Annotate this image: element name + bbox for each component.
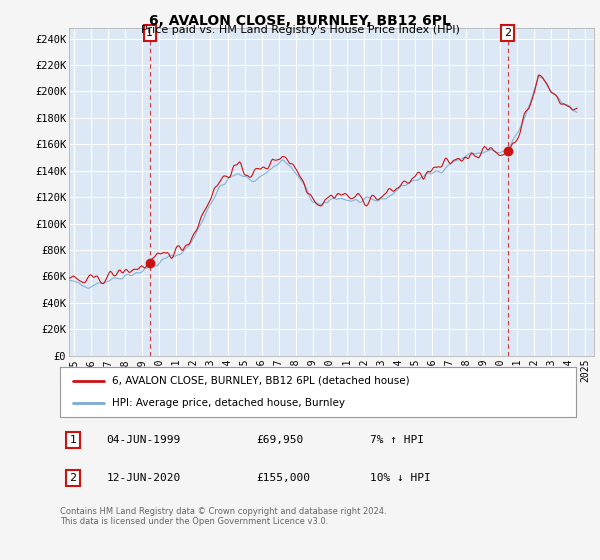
- Text: 10% ↓ HPI: 10% ↓ HPI: [370, 473, 430, 483]
- Text: 1: 1: [146, 28, 153, 38]
- Text: 6, AVALON CLOSE, BURNLEY, BB12 6PL (detached house): 6, AVALON CLOSE, BURNLEY, BB12 6PL (deta…: [112, 376, 409, 386]
- Text: 2: 2: [70, 473, 76, 483]
- Text: 04-JUN-1999: 04-JUN-1999: [106, 435, 181, 445]
- Text: HPI: Average price, detached house, Burnley: HPI: Average price, detached house, Burn…: [112, 398, 344, 408]
- Text: Contains HM Land Registry data © Crown copyright and database right 2024.
This d: Contains HM Land Registry data © Crown c…: [60, 507, 386, 526]
- Text: 12-JUN-2020: 12-JUN-2020: [106, 473, 181, 483]
- Text: 2: 2: [504, 28, 511, 38]
- Text: 7% ↑ HPI: 7% ↑ HPI: [370, 435, 424, 445]
- Text: £69,950: £69,950: [256, 435, 304, 445]
- Text: 6, AVALON CLOSE, BURNLEY, BB12 6PL: 6, AVALON CLOSE, BURNLEY, BB12 6PL: [149, 14, 451, 28]
- Text: £155,000: £155,000: [256, 473, 310, 483]
- Text: Price paid vs. HM Land Registry's House Price Index (HPI): Price paid vs. HM Land Registry's House …: [140, 25, 460, 35]
- Text: 1: 1: [70, 435, 76, 445]
